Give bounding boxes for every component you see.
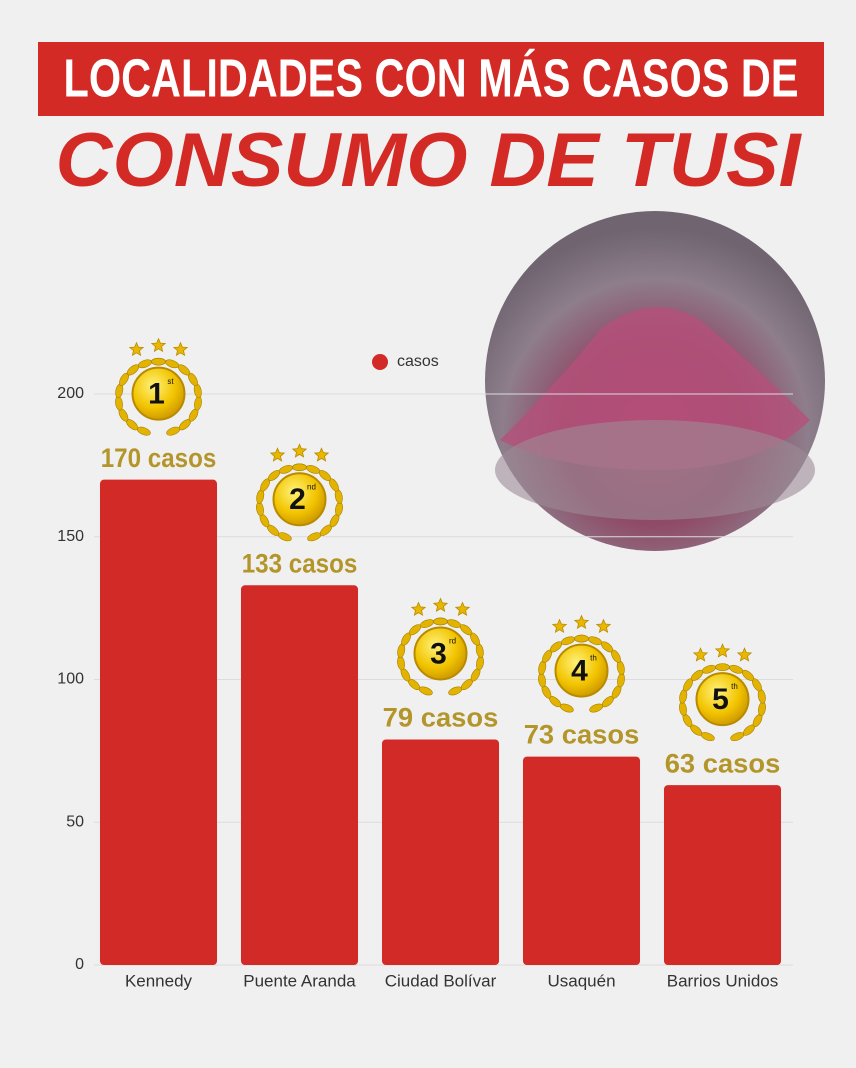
badge-star <box>313 447 330 462</box>
x-tick-label: Kennedy <box>125 971 193 990</box>
badge-star <box>573 614 590 630</box>
y-tick-label: 100 <box>57 671 84 688</box>
badge-leaf <box>151 357 166 366</box>
badge-leaf <box>292 463 307 472</box>
y-tick-label: 200 <box>57 385 84 402</box>
badge-star <box>714 643 731 658</box>
value-label: 63 casos <box>665 748 781 778</box>
badge-star <box>736 647 753 662</box>
x-tick-label: Barrios Unidos <box>667 971 779 990</box>
y-tick-label: 0 <box>75 956 84 973</box>
badge-leaf <box>574 634 589 643</box>
badge-star <box>150 337 167 353</box>
badge-disc <box>554 643 609 698</box>
badge-leaf <box>715 663 730 671</box>
badge-disc <box>413 626 468 681</box>
bar <box>663 785 782 965</box>
badge-rank: 1 <box>148 378 165 411</box>
badge-star <box>551 618 568 634</box>
bar <box>381 739 500 965</box>
x-tick-label: Puente Aranda <box>243 971 356 990</box>
y-tick-label: 50 <box>66 813 84 830</box>
badge-disc <box>131 366 186 421</box>
badge-star <box>128 341 145 357</box>
value-label: 170 casos <box>101 443 217 473</box>
bar <box>240 585 359 965</box>
bar <box>99 479 218 965</box>
y-tick-label: 150 <box>57 528 84 545</box>
badge-disc <box>272 472 327 527</box>
chart-subtitle: CONSUMO DE TUSI <box>56 118 803 203</box>
badge-suffix: th <box>590 654 597 663</box>
badge-leaf <box>433 617 448 626</box>
value-label: 73 casos <box>524 720 640 750</box>
value-label: 79 casos <box>383 703 499 733</box>
badge-star <box>692 647 709 662</box>
badge-star <box>172 341 189 357</box>
badge-suffix: nd <box>307 482 316 491</box>
badge-suffix: st <box>167 377 174 386</box>
badge-star <box>410 601 427 616</box>
badge-star <box>291 443 308 458</box>
badge-star <box>454 601 471 616</box>
badge-suffix: th <box>731 682 738 691</box>
legend-swatch <box>372 354 388 370</box>
chart-title: LOCALIDADES CON MÁS CASOS DE <box>64 48 799 108</box>
x-tick-label: Ciudad Bolívar <box>385 971 497 990</box>
badge-rank: 2 <box>289 483 306 516</box>
x-tick-label: Usaquén <box>547 971 615 990</box>
badge-rank: 3 <box>430 637 447 670</box>
badge-rank: 4 <box>571 655 588 688</box>
powder-photo <box>485 211 825 551</box>
badge-star <box>432 597 449 612</box>
title-banner <box>38 42 824 116</box>
value-label: 133 casos <box>242 548 358 578</box>
badge-star <box>595 618 612 634</box>
badge-suffix: rd <box>449 637 456 646</box>
legend-label: casos <box>397 353 439 370</box>
badge-rank: 5 <box>712 683 729 716</box>
badge-star <box>269 447 286 462</box>
badge-disc <box>695 672 750 727</box>
bar <box>522 756 641 965</box>
